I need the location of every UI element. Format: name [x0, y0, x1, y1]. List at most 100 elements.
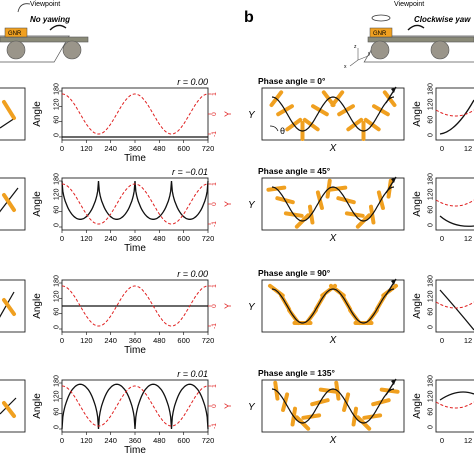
right-partial-line [439, 215, 474, 227]
y-tick-label: 120 [54, 290, 61, 302]
phase-angle-label: Phase angle = 90° [258, 268, 331, 278]
angle-axis-label: Angle [32, 191, 43, 217]
x-tick-label: 600 [177, 234, 190, 243]
theta-arc [269, 125, 279, 132]
x-tick-label: 0 [60, 336, 64, 345]
phase-angle-label: Phase angle = 0° [258, 76, 326, 86]
y2-tick-label: 0 [211, 202, 218, 206]
left-partial-bar [2, 193, 16, 212]
angle-axis-label: Angle [32, 393, 43, 419]
viewpoint-arrow-a [17, 3, 31, 13]
yaw-ellipse-b [371, 14, 391, 22]
axis-x-small: x [344, 64, 347, 70]
time-axis-label: Time [124, 445, 146, 456]
trajectory-path [271, 96, 395, 132]
theta-label: θ [280, 126, 285, 136]
phase-x-label: X [329, 233, 337, 244]
right-partial-xtick: 0 [440, 336, 444, 345]
y2-axis-label: Y [223, 201, 233, 207]
x-tick-label: 360 [129, 436, 142, 445]
header-a: GNR Viewpoint No yawing [0, 1, 89, 63]
move-arrow-b [407, 24, 425, 31]
viewpoint-label-a: Viewpoint [30, 1, 60, 8]
right-partial-ytick: 60 [428, 308, 435, 316]
right-partial-frame [435, 87, 474, 141]
right-partial-xtick: 0 [440, 234, 444, 243]
right-partial-dashed [435, 109, 474, 117]
gnr-label-a: GNR [8, 31, 22, 37]
left-partial-frame [0, 87, 26, 141]
y-tick-label: 120 [54, 98, 61, 110]
trajectory-path [271, 288, 395, 324]
right-partial-ylabel: Angle [412, 101, 423, 127]
y2-tick-label: 1 [211, 182, 218, 186]
trajectory-path [271, 186, 395, 222]
right-partial-line [439, 391, 474, 401]
y-tick-label: 120 [54, 188, 61, 200]
wheel-b1 [370, 40, 390, 60]
r-value-label: r = 0.01 [177, 369, 208, 379]
left-partial-bar [2, 298, 16, 316]
phase-x-label: X [329, 143, 337, 154]
right-partial-dashed [435, 401, 474, 409]
right-partial-line [439, 289, 474, 331]
gnr-label-b: GNR [373, 31, 387, 37]
y-tick-label: 180 [54, 375, 61, 387]
y-series-line [62, 385, 208, 427]
right-partial-xtick: 12 [464, 336, 472, 345]
right-partial-ytick: 0 [428, 325, 435, 329]
r-value-label: r = 0.00 [177, 269, 208, 279]
right-partial-ytick: 120 [428, 390, 435, 402]
direction-arrowhead [391, 279, 396, 285]
phase-y-label: Y [248, 402, 256, 413]
right-partial-ytick: 0 [428, 133, 435, 137]
x-tick-label: 600 [177, 144, 190, 153]
y2-tick-label: 1 [211, 284, 218, 288]
wheel-a1 [6, 40, 26, 60]
x-tick-label: 240 [104, 336, 117, 345]
y2-tick-label: 1 [211, 92, 218, 96]
r-value-label: r = −0.01 [172, 167, 208, 177]
y-tick-label: 0 [54, 425, 61, 429]
x-tick-label: 600 [177, 436, 190, 445]
y-tick-label: 0 [54, 223, 61, 227]
y2-tick-label: 0 [211, 112, 218, 116]
right-partial-ytick: 120 [428, 188, 435, 200]
right-partial-ytick: 120 [428, 290, 435, 302]
x-tick-label: 720 [202, 336, 215, 345]
phase-angle-label: Phase angle = 45° [258, 166, 331, 176]
y-tick-label: 0 [54, 133, 61, 137]
wheel-b2 [430, 40, 450, 60]
y2-tick-label: 1 [211, 384, 218, 388]
x-tick-label: 120 [80, 436, 93, 445]
gnr-box-a [4, 27, 28, 38]
angle-series-line [61, 180, 209, 220]
y2-axis-label: Y [223, 403, 233, 409]
phase-y-label: Y [248, 200, 256, 211]
x-tick-label: 360 [129, 144, 142, 153]
angle-axis-label: Angle [32, 101, 43, 127]
x-tick-label: 360 [129, 234, 142, 243]
x-tick-label: 0 [60, 436, 64, 445]
cart-bar-b [367, 36, 474, 43]
y2-tick-label: 0 [211, 404, 218, 408]
x-tick-label: 240 [104, 234, 117, 243]
y-series-line [62, 285, 208, 327]
phase-x-label: X [329, 435, 337, 446]
direction-arrowhead [391, 379, 396, 385]
right-partial-ytick: 120 [428, 98, 435, 110]
right-partial-dashed [435, 199, 474, 207]
right-partial-ylabel: Angle [412, 393, 423, 419]
left-partial-bar [2, 401, 16, 418]
axes-glyph-b [349, 48, 369, 67]
time-axis-label: Time [124, 243, 146, 254]
x-tick-label: 240 [104, 144, 117, 153]
x-tick-label: 480 [153, 336, 166, 345]
right-partial-ytick: 180 [428, 375, 435, 387]
phase-frame [261, 87, 405, 141]
time-axis-label: Time [124, 345, 146, 356]
right-partial-line [439, 99, 474, 135]
y-tick-label: 180 [54, 173, 61, 185]
right-partial-xtick: 12 [464, 234, 472, 243]
phase-frame [261, 177, 405, 231]
